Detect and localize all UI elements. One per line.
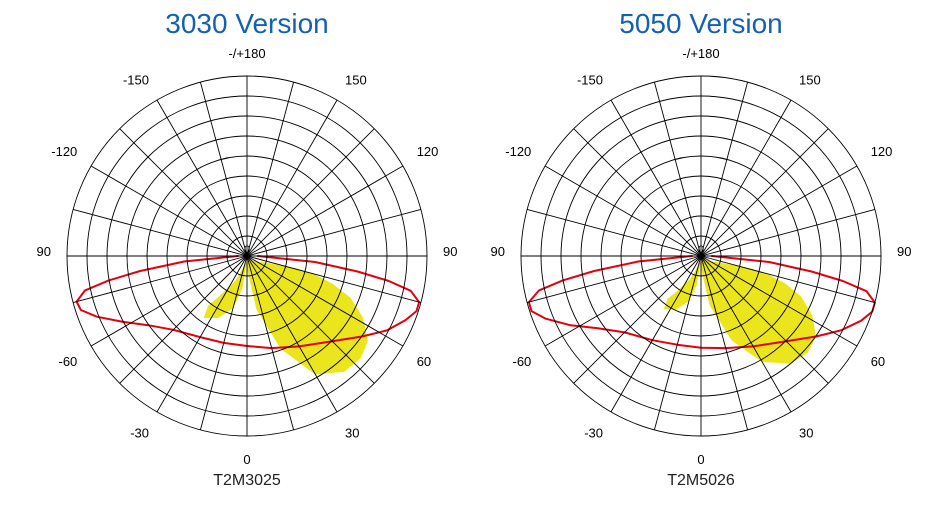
svg-text:0: 0	[243, 452, 250, 466]
svg-text:30: 30	[345, 426, 359, 441]
svg-text:-150: -150	[577, 72, 603, 87]
svg-text:150: 150	[345, 72, 367, 87]
title-left: 3030 Version	[165, 8, 328, 40]
svg-text:-90: -90	[37, 244, 51, 259]
container: 3030 Version 0 -/+180 -150 -120 -90 -60 -30 0 30…	[0, 0, 948, 532]
svg-text:-/+180: -/+180	[682, 46, 719, 61]
svg-text:-/+180: -/+180	[228, 46, 265, 61]
svg-text:-120: -120	[505, 144, 531, 159]
svg-text:120: 120	[871, 144, 893, 159]
svg-text:-150: -150	[123, 72, 149, 87]
chart-right: 0 -/+180 -150 -120 -90 -60 -30 0 30 60 90 120 150	[491, 46, 911, 466]
svg-text:-120: -120	[51, 144, 77, 159]
title-right: 5050 Version	[619, 8, 782, 40]
svg-text:0: 0	[698, 244, 704, 256]
product-label-left: T2M3025	[213, 472, 281, 490]
product-label-right: T2M5026	[667, 472, 735, 490]
svg-text:-60: -60	[513, 354, 532, 369]
chart-left: 0 -/+180 -150 -120 -90 -60 -30 0 30 60 90 120 150	[37, 46, 457, 466]
svg-text:-30: -30	[130, 426, 149, 441]
svg-text:30: 30	[799, 426, 813, 441]
svg-text:-60: -60	[59, 354, 78, 369]
svg-text:-90: -90	[491, 244, 505, 259]
panel-right: 5050 Version 0 -/+180 -150 -120 -90 -60 -30 0 30…	[474, 8, 928, 490]
svg-text:90: 90	[443, 244, 457, 259]
svg-text:60: 60	[871, 354, 885, 369]
svg-text:0: 0	[697, 452, 704, 466]
svg-text:60: 60	[417, 354, 431, 369]
svg-text:120: 120	[417, 144, 439, 159]
svg-text:-30: -30	[584, 426, 603, 441]
svg-text:90: 90	[897, 244, 911, 259]
panel-left: 3030 Version 0 -/+180 -150 -120 -90 -60 -30 0 30…	[20, 8, 474, 490]
svg-text:150: 150	[799, 72, 821, 87]
svg-text:0: 0	[244, 244, 250, 256]
